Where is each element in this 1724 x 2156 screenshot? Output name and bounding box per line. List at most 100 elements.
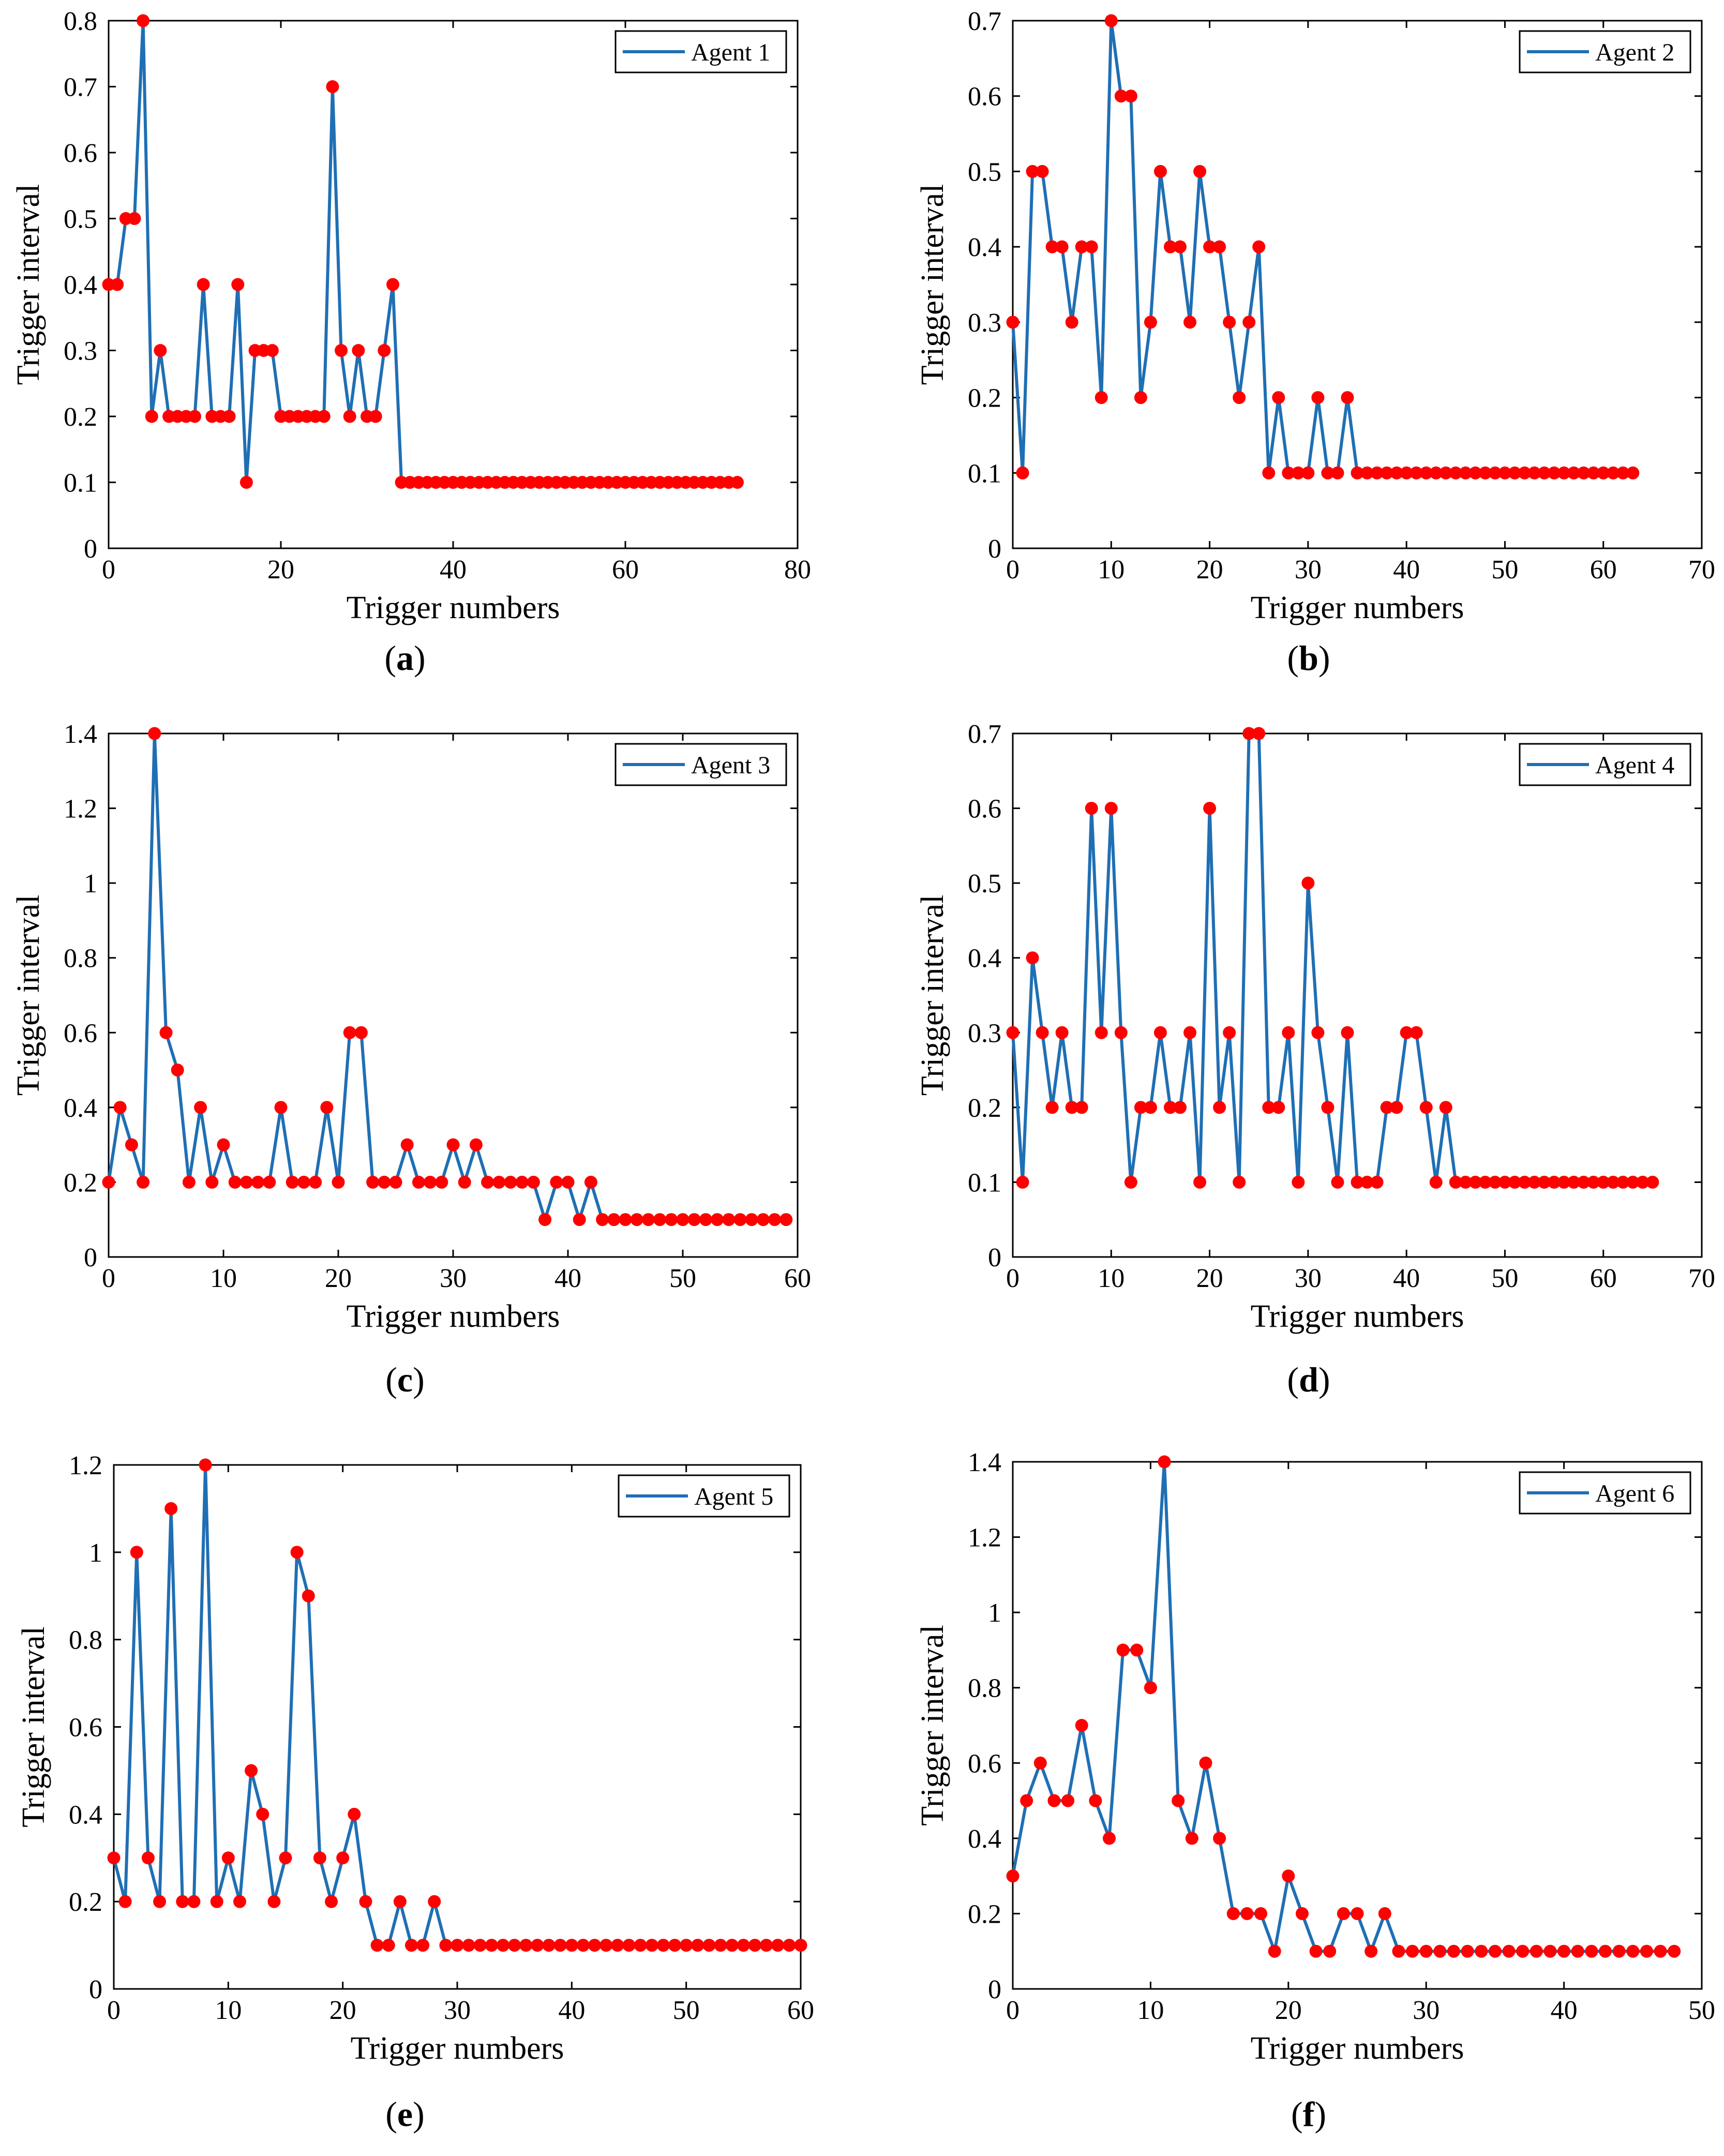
y-tick-label: 0.1 xyxy=(968,459,1001,488)
data-point xyxy=(1538,466,1551,480)
data-point xyxy=(1331,466,1344,480)
x-tick-label: 50 xyxy=(1688,1996,1715,2025)
x-tick-label: 60 xyxy=(1590,555,1617,585)
data-point xyxy=(1577,466,1591,480)
data-point xyxy=(1557,1175,1571,1189)
data-point xyxy=(1089,1794,1102,1807)
data-point xyxy=(210,1895,223,1908)
data-point xyxy=(1124,1175,1137,1189)
data-point xyxy=(1036,164,1049,178)
y-tick-label: 0.3 xyxy=(64,337,97,366)
legend-label: Agent 4 xyxy=(1595,752,1674,779)
data-point xyxy=(1585,1944,1598,1958)
data-point xyxy=(1557,466,1571,480)
data-point xyxy=(1272,1101,1285,1114)
data-point xyxy=(1607,1175,1620,1189)
data-point xyxy=(1640,1944,1653,1958)
data-point xyxy=(424,1175,437,1189)
x-axis-label: Trigger numbers xyxy=(1251,590,1464,625)
data-point xyxy=(1282,1869,1295,1883)
data-point xyxy=(286,1175,299,1189)
data-point xyxy=(400,1138,414,1151)
series-line xyxy=(112,1463,801,1947)
data-point xyxy=(768,1213,782,1226)
data-point xyxy=(1406,1944,1419,1958)
data-point xyxy=(359,1895,372,1908)
data-point xyxy=(469,1138,483,1151)
data-point xyxy=(508,1939,521,1952)
data-point xyxy=(1400,1026,1413,1039)
data-point xyxy=(263,1175,276,1189)
y-tick-label: 0.3 xyxy=(968,1019,1001,1048)
data-point xyxy=(343,1026,356,1039)
series-line xyxy=(1011,19,1633,475)
data-point xyxy=(290,1546,304,1559)
y-axis-label: Trigger interval xyxy=(915,1625,950,1826)
data-point xyxy=(596,1213,609,1226)
x-tick-label: 10 xyxy=(1098,555,1125,585)
data-point xyxy=(188,410,201,423)
data-point xyxy=(1130,1643,1144,1657)
data-point xyxy=(1309,1944,1323,1958)
data-point xyxy=(1571,1944,1584,1958)
y-tick-label: 0.4 xyxy=(968,944,1001,974)
y-tick-label: 0.4 xyxy=(64,271,97,300)
data-point xyxy=(153,1895,167,1908)
data-point xyxy=(302,1589,315,1603)
data-point xyxy=(485,1939,498,1952)
data-point xyxy=(1144,316,1157,329)
x-tick-label: 60 xyxy=(784,1264,811,1293)
data-point xyxy=(1400,466,1413,480)
y-tick-label: 1 xyxy=(988,1598,1001,1628)
legend-label: Agent 5 xyxy=(694,1483,773,1510)
data-point xyxy=(1626,1175,1640,1189)
data-point xyxy=(1085,240,1098,253)
data-point xyxy=(1045,240,1059,253)
y-tick-label: 0.6 xyxy=(968,795,1001,824)
data-point xyxy=(1282,466,1295,480)
data-point xyxy=(1557,1944,1571,1958)
legend: Agent 4 xyxy=(1519,743,1691,786)
legend-box xyxy=(618,1474,790,1518)
data-point xyxy=(542,1939,556,1952)
data-point xyxy=(1498,466,1511,480)
data-point xyxy=(1158,1455,1171,1469)
data-point xyxy=(1365,1944,1378,1958)
data-point xyxy=(1144,1681,1157,1695)
data-point xyxy=(1607,466,1620,480)
data-point xyxy=(1341,391,1354,405)
data-point xyxy=(145,410,158,423)
data-point xyxy=(1351,1907,1364,1920)
data-point xyxy=(702,1939,716,1952)
y-axis-label: Trigger interval xyxy=(11,184,46,385)
x-tick-label: 10 xyxy=(215,1996,242,2025)
chart-panel-c: 0 10 20 30 40 50 60 0 0.2 0.4 0.6 0.8 1 1.2 1.4 Trigger… xyxy=(11,720,811,1399)
data-point xyxy=(665,1213,678,1226)
x-axis-label: Trigger numbers xyxy=(347,590,560,625)
data-point xyxy=(676,1213,689,1226)
data-point xyxy=(1252,240,1266,253)
y-tick-label: 0.4 xyxy=(64,1094,97,1123)
data-point xyxy=(1321,466,1335,480)
data-point xyxy=(107,1851,121,1865)
y-tick-label: 0.6 xyxy=(64,139,97,168)
data-point xyxy=(550,1175,563,1189)
data-point xyxy=(159,1026,173,1039)
data-point xyxy=(251,1175,265,1189)
data-point xyxy=(1036,1026,1049,1039)
data-point xyxy=(565,1939,578,1952)
data-point xyxy=(1047,1794,1061,1807)
x-tick-label: 0 xyxy=(1006,1264,1020,1293)
data-point xyxy=(656,1939,670,1952)
y-tick-label: 0.7 xyxy=(968,7,1001,36)
data-point xyxy=(622,1939,636,1952)
data-point xyxy=(1461,1944,1474,1958)
data-point xyxy=(737,1939,750,1952)
y-tick-label: 0.6 xyxy=(64,1019,97,1048)
data-point xyxy=(1095,1026,1108,1039)
data-point xyxy=(1419,1944,1433,1958)
data-point xyxy=(451,1939,464,1952)
data-point xyxy=(1597,1175,1610,1189)
series-line xyxy=(1011,732,1653,1184)
data-point xyxy=(645,1939,658,1952)
